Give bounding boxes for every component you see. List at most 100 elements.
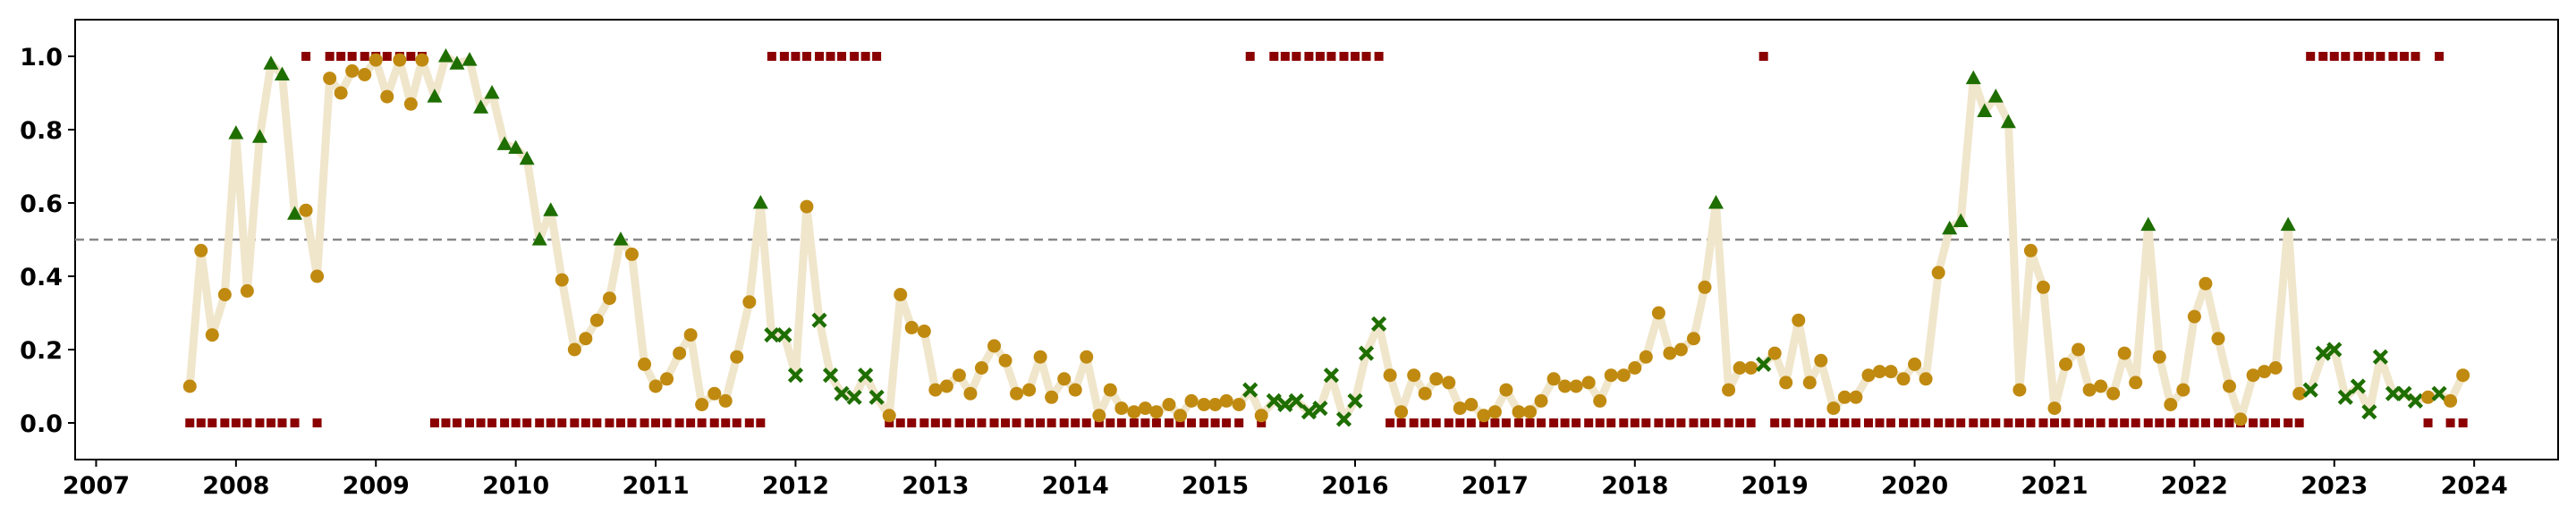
circle-marker	[730, 350, 744, 364]
y-axis: 0.0 0.2 0.4 0.6 0.8 1.0	[20, 44, 75, 438]
triangle-marker	[752, 195, 768, 209]
square-marker	[1385, 418, 1395, 427]
square-marker	[1199, 418, 1209, 427]
square-marker	[837, 52, 847, 61]
cross-marker	[1371, 316, 1387, 332]
cross-marker	[2302, 382, 2318, 398]
circle-marker	[718, 393, 733, 408]
circle-marker	[974, 361, 988, 375]
square-marker	[1595, 418, 1605, 427]
square-marker	[1036, 418, 1046, 427]
circle-marker	[1464, 398, 1479, 411]
circle-marker	[2058, 357, 2072, 371]
square-marker	[1222, 418, 1232, 427]
circle-marker	[345, 63, 360, 78]
triangle-marker	[2140, 216, 2157, 232]
triangle-marker	[427, 89, 443, 103]
square-marker	[942, 418, 952, 427]
triangle-marker	[251, 129, 267, 143]
circle-marker	[1442, 376, 1456, 390]
square-marker	[1921, 418, 1931, 427]
circle-marker	[1487, 405, 1502, 419]
square-marker	[2329, 52, 2339, 61]
circle-marker	[624, 247, 639, 261]
circle-marker	[998, 353, 1013, 367]
circle-marker	[1383, 368, 1397, 383]
square-marker	[1396, 418, 1406, 427]
circle-marker	[1639, 350, 1653, 364]
square-marker	[1630, 418, 1640, 427]
triangle-marker	[613, 232, 629, 246]
square-marker	[1537, 418, 1546, 427]
square-marker	[801, 52, 811, 61]
circle-marker	[2129, 376, 2143, 390]
circle-marker	[904, 320, 919, 334]
square-marker	[826, 52, 835, 61]
circle-marker	[2036, 280, 2050, 294]
square-marker	[2004, 418, 2013, 427]
square-marker	[1081, 418, 1091, 427]
square-marker	[1455, 418, 1465, 427]
circle-marker	[2268, 361, 2283, 375]
x-tick-label: 2021	[2021, 472, 2088, 500]
square-marker	[1339, 52, 1349, 61]
cross-marker	[1242, 382, 1258, 398]
circle-marker	[1138, 401, 1152, 416]
square-marker	[185, 418, 195, 427]
circle-marker	[205, 328, 219, 342]
square-marker	[977, 418, 987, 427]
square-marker	[732, 418, 741, 427]
square-marker	[196, 418, 206, 427]
square-marker	[1689, 418, 1699, 427]
circle-marker	[1919, 372, 1933, 386]
square-marker	[535, 418, 545, 427]
square-marker	[2108, 418, 2118, 427]
y-tick-label: 0.2	[20, 337, 63, 365]
square-marker	[1315, 52, 1325, 61]
square-marker	[592, 418, 602, 427]
circle-marker	[695, 398, 709, 411]
x-tick-label: 2013	[902, 472, 969, 500]
cross-marker	[2337, 389, 2353, 405]
circle-marker	[800, 199, 814, 214]
circle-marker	[369, 53, 383, 67]
square-marker	[1735, 418, 1745, 427]
circle-marker	[415, 53, 429, 67]
circle-marker	[2047, 401, 2062, 416]
square-marker	[651, 418, 661, 427]
square-marker	[615, 418, 625, 427]
square-marker	[1234, 418, 1244, 427]
square-marker	[1151, 418, 1161, 427]
square-marker	[522, 418, 532, 427]
circle-marker	[1453, 401, 1467, 416]
square-marker	[208, 418, 217, 427]
square-marker	[1584, 418, 1594, 427]
square-marker	[1094, 418, 1104, 427]
cross-marker	[846, 389, 862, 405]
square-marker	[1641, 418, 1651, 427]
circle-marker	[1569, 379, 1583, 393]
cross-marker	[2315, 345, 2331, 361]
square-marker	[1724, 418, 1733, 427]
circle-marker	[1010, 386, 1024, 401]
circle-marker	[2456, 368, 2470, 383]
triangle-marker	[1987, 89, 2004, 103]
square-marker	[1129, 418, 1139, 427]
x-tick-label: 2024	[2441, 472, 2508, 500]
circle-marker	[194, 243, 208, 258]
circle-marker	[683, 328, 698, 342]
square-marker	[1431, 418, 1441, 427]
square-marker	[1816, 418, 1826, 427]
square-marker	[2259, 418, 2269, 427]
circle-marker	[1092, 409, 1106, 423]
circle-marker	[1861, 368, 1876, 383]
circle-marker	[2117, 346, 2131, 360]
circle-marker	[323, 72, 337, 86]
circle-marker	[1826, 401, 1841, 416]
square-marker	[2306, 52, 2316, 61]
circle-marker	[2152, 350, 2166, 364]
circle-marker	[917, 325, 931, 338]
square-marker	[1292, 52, 1301, 61]
square-marker	[815, 52, 825, 61]
square-marker	[2271, 418, 2281, 427]
